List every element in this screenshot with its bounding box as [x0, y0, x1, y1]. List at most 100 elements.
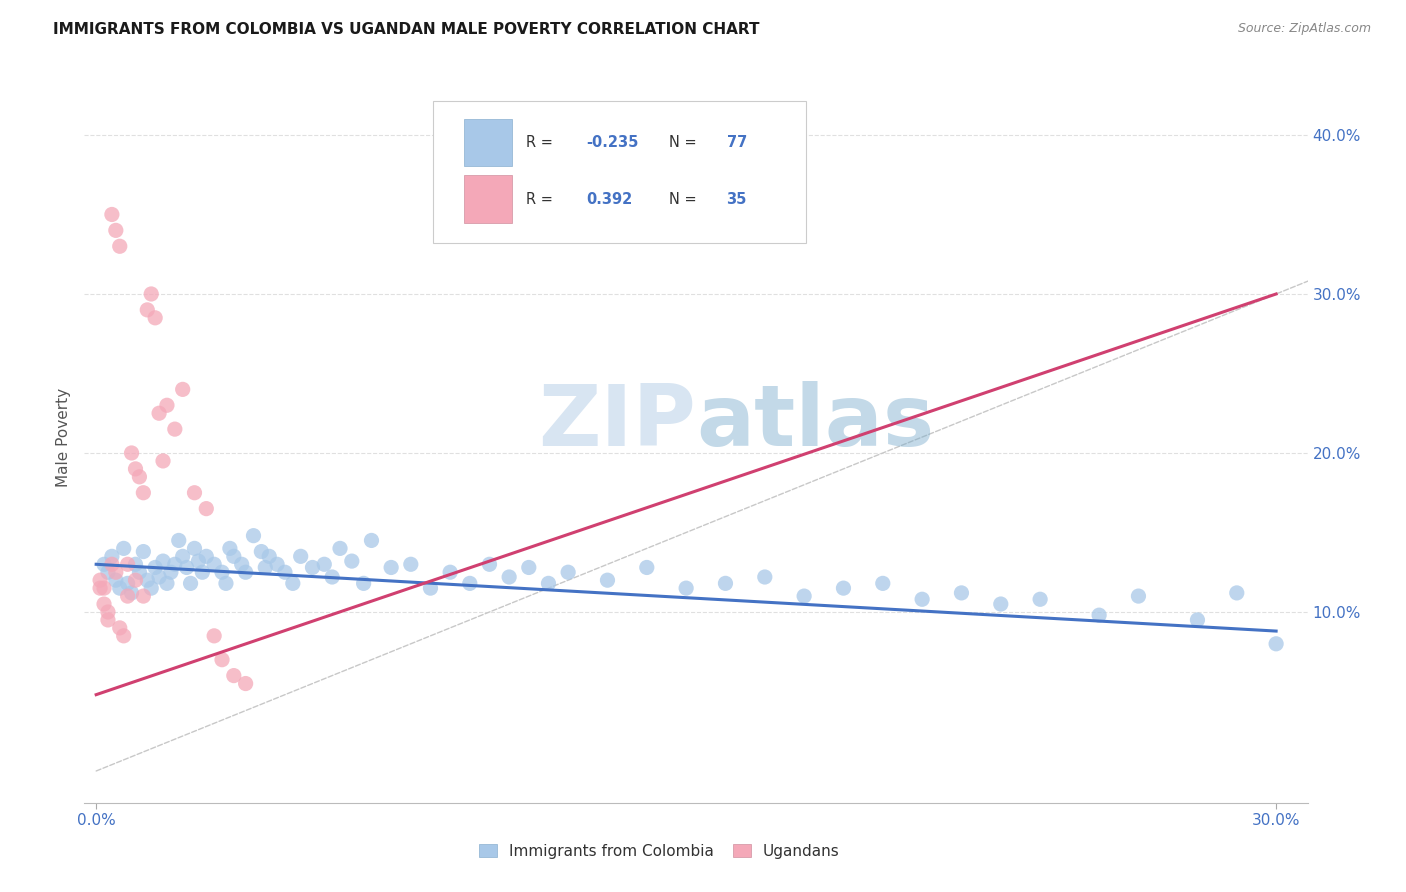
Point	[353, 576, 375, 591]
Point	[152, 554, 174, 568]
Point	[132, 485, 155, 500]
Point	[219, 541, 242, 556]
Text: 77: 77	[727, 135, 747, 150]
Point	[93, 581, 115, 595]
Y-axis label: Male Poverty: Male Poverty	[56, 387, 72, 487]
Point	[93, 597, 115, 611]
Point	[172, 383, 194, 397]
Point	[112, 629, 135, 643]
Point	[156, 398, 179, 412]
Point	[557, 566, 579, 580]
Point	[117, 589, 139, 603]
Point	[141, 287, 163, 301]
Point	[97, 605, 120, 619]
Text: 35: 35	[727, 192, 747, 207]
Point	[222, 549, 245, 564]
Point	[156, 576, 179, 591]
Point	[128, 470, 150, 484]
Point	[419, 581, 441, 595]
Point	[128, 566, 150, 580]
Text: IMMIGRANTS FROM COLOMBIA VS UGANDAN MALE POVERTY CORRELATION CHART: IMMIGRANTS FROM COLOMBIA VS UGANDAN MALE…	[53, 22, 759, 37]
Point	[231, 558, 253, 572]
FancyBboxPatch shape	[464, 119, 513, 167]
Point	[950, 586, 973, 600]
Point	[793, 589, 815, 603]
Point	[301, 560, 323, 574]
Point	[254, 560, 277, 574]
Point	[195, 501, 218, 516]
Point	[360, 533, 382, 548]
Point	[754, 570, 776, 584]
Point	[235, 566, 257, 580]
Point	[104, 573, 127, 587]
Text: N =: N =	[669, 135, 702, 150]
Point	[1128, 589, 1150, 603]
Point	[714, 576, 737, 591]
Point	[191, 566, 214, 580]
Text: Source: ZipAtlas.com: Source: ZipAtlas.com	[1237, 22, 1371, 36]
Point	[266, 558, 288, 572]
Point	[329, 541, 352, 556]
Point	[121, 446, 143, 460]
Point	[101, 549, 124, 564]
Point	[180, 576, 202, 591]
Point	[911, 592, 934, 607]
Point	[112, 541, 135, 556]
Point	[439, 566, 461, 580]
Point	[1265, 637, 1288, 651]
Point	[596, 573, 619, 587]
Point	[235, 676, 257, 690]
Point	[160, 566, 183, 580]
Text: R =: R =	[526, 135, 557, 150]
Point	[1226, 586, 1249, 600]
Point	[143, 310, 166, 325]
Point	[108, 239, 131, 253]
Point	[257, 549, 280, 564]
Point	[121, 586, 143, 600]
Point	[143, 560, 166, 574]
Point	[183, 485, 205, 500]
Point	[124, 558, 146, 572]
Text: -0.235: -0.235	[586, 135, 638, 150]
Point	[274, 566, 297, 580]
Point	[124, 573, 146, 587]
Point	[399, 558, 422, 572]
Point	[290, 549, 312, 564]
Point	[101, 558, 124, 572]
Point	[242, 529, 264, 543]
Point	[636, 560, 658, 574]
Text: 0.392: 0.392	[586, 192, 633, 207]
Point	[104, 223, 127, 237]
Point	[132, 544, 155, 558]
Point	[321, 570, 343, 584]
Point	[1029, 592, 1052, 607]
Point	[163, 422, 186, 436]
Point	[97, 613, 120, 627]
Point	[136, 573, 159, 587]
Point	[141, 581, 163, 595]
Point	[148, 570, 170, 584]
Point	[152, 454, 174, 468]
Point	[211, 566, 233, 580]
Legend: Immigrants from Colombia, Ugandans: Immigrants from Colombia, Ugandans	[472, 838, 846, 864]
Point	[1088, 608, 1111, 623]
Point	[281, 576, 304, 591]
Point	[832, 581, 855, 595]
FancyBboxPatch shape	[464, 175, 513, 223]
Point	[132, 589, 155, 603]
Point	[458, 576, 481, 591]
Point	[478, 558, 501, 572]
Point	[537, 576, 560, 591]
Point	[340, 554, 363, 568]
Point	[675, 581, 697, 595]
Point	[195, 549, 218, 564]
FancyBboxPatch shape	[433, 101, 806, 244]
Point	[172, 549, 194, 564]
Point	[380, 560, 402, 574]
Point	[187, 554, 209, 568]
Point	[93, 558, 115, 572]
Point	[108, 621, 131, 635]
Point	[89, 573, 111, 587]
Point	[108, 581, 131, 595]
Point	[101, 207, 124, 221]
